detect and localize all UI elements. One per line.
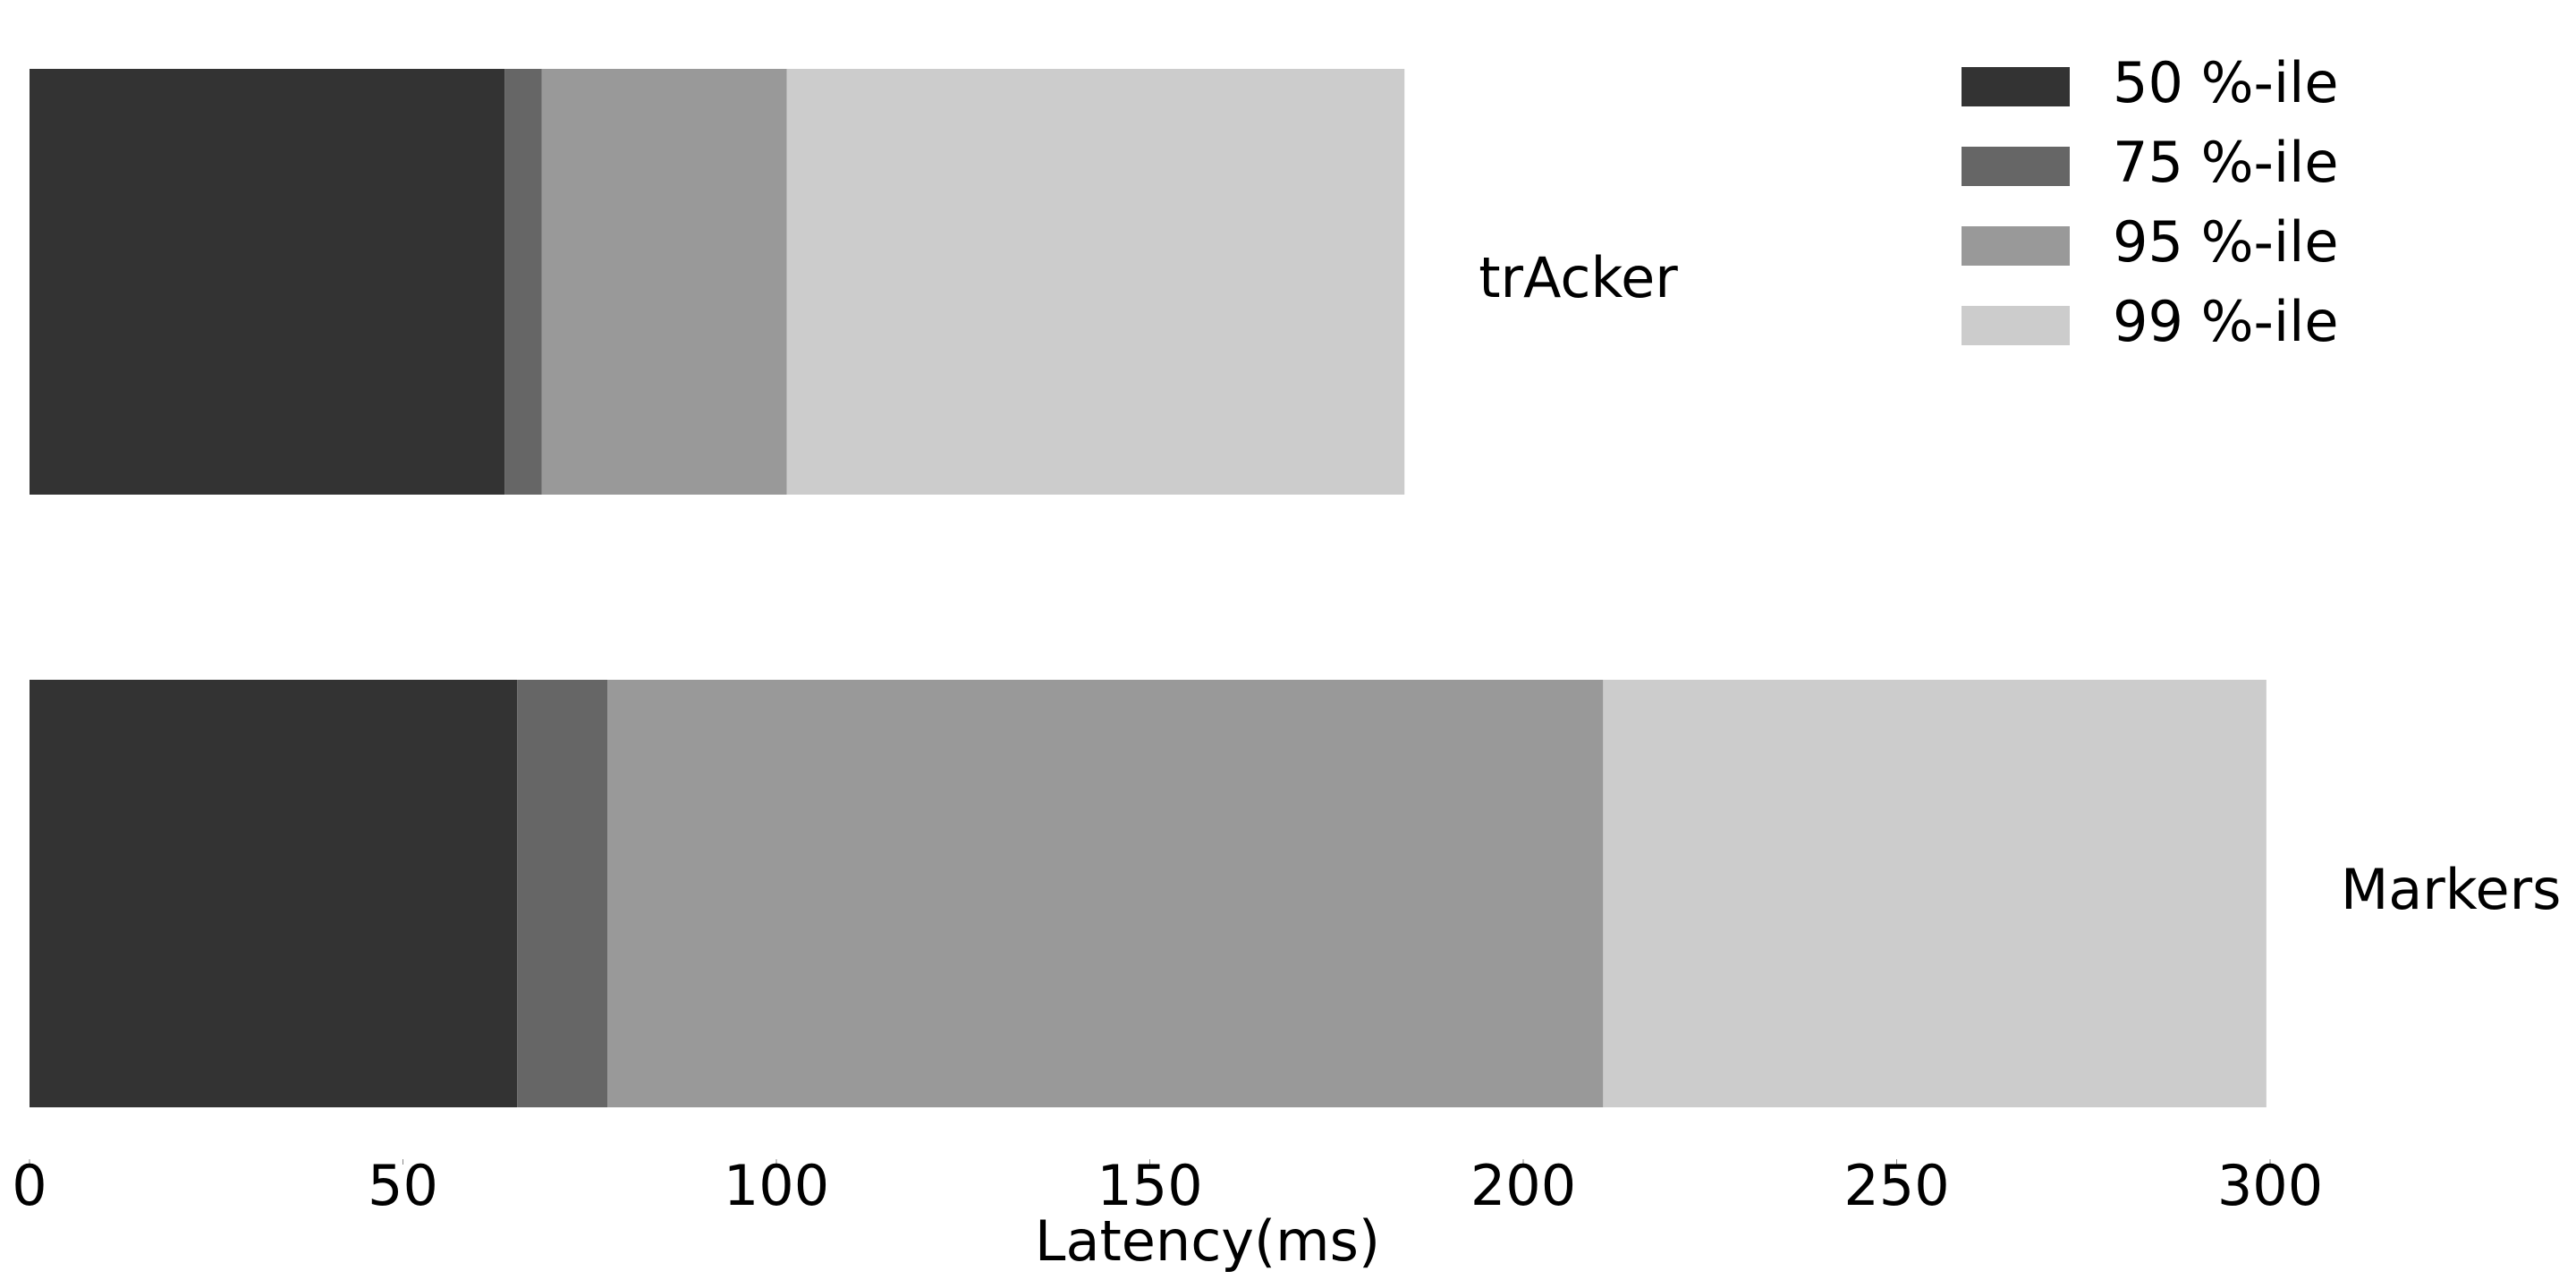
bar-segment [1603,680,2267,1107]
legend-swatch [1962,306,2070,345]
x-tick-label: 50 [368,1153,438,1218]
bar-segment [30,69,505,495]
legend-swatch [1962,67,2070,106]
x-tick-label: 100 [724,1153,829,1218]
x-tick-label: 150 [1097,1153,1202,1218]
category-label: Markers [2341,857,2562,922]
bar-segment [517,680,608,1107]
bar-segment [607,680,1604,1107]
legend-label: 50 %-ile [2113,50,2338,115]
x-tick-label: 300 [2217,1153,2323,1218]
legend-label: 99 %-ile [2113,289,2338,354]
legend-label: 95 %-ile [2113,209,2338,275]
bar-segment [504,69,542,495]
category-label: trAcker [1479,245,1678,310]
x-tick-label: 250 [1843,1153,1949,1218]
legend-swatch [1962,147,2070,186]
bar-segment [786,69,1405,495]
x-tick-label: 0 [12,1153,47,1218]
legend-swatch [1962,226,2070,266]
legend-label: 75 %-ile [2113,130,2338,195]
x-axis-label: Latency(ms) [1035,1208,1380,1274]
bar-segment [541,69,787,495]
bar-segment [30,680,518,1107]
x-tick-label: 200 [1470,1153,1576,1218]
